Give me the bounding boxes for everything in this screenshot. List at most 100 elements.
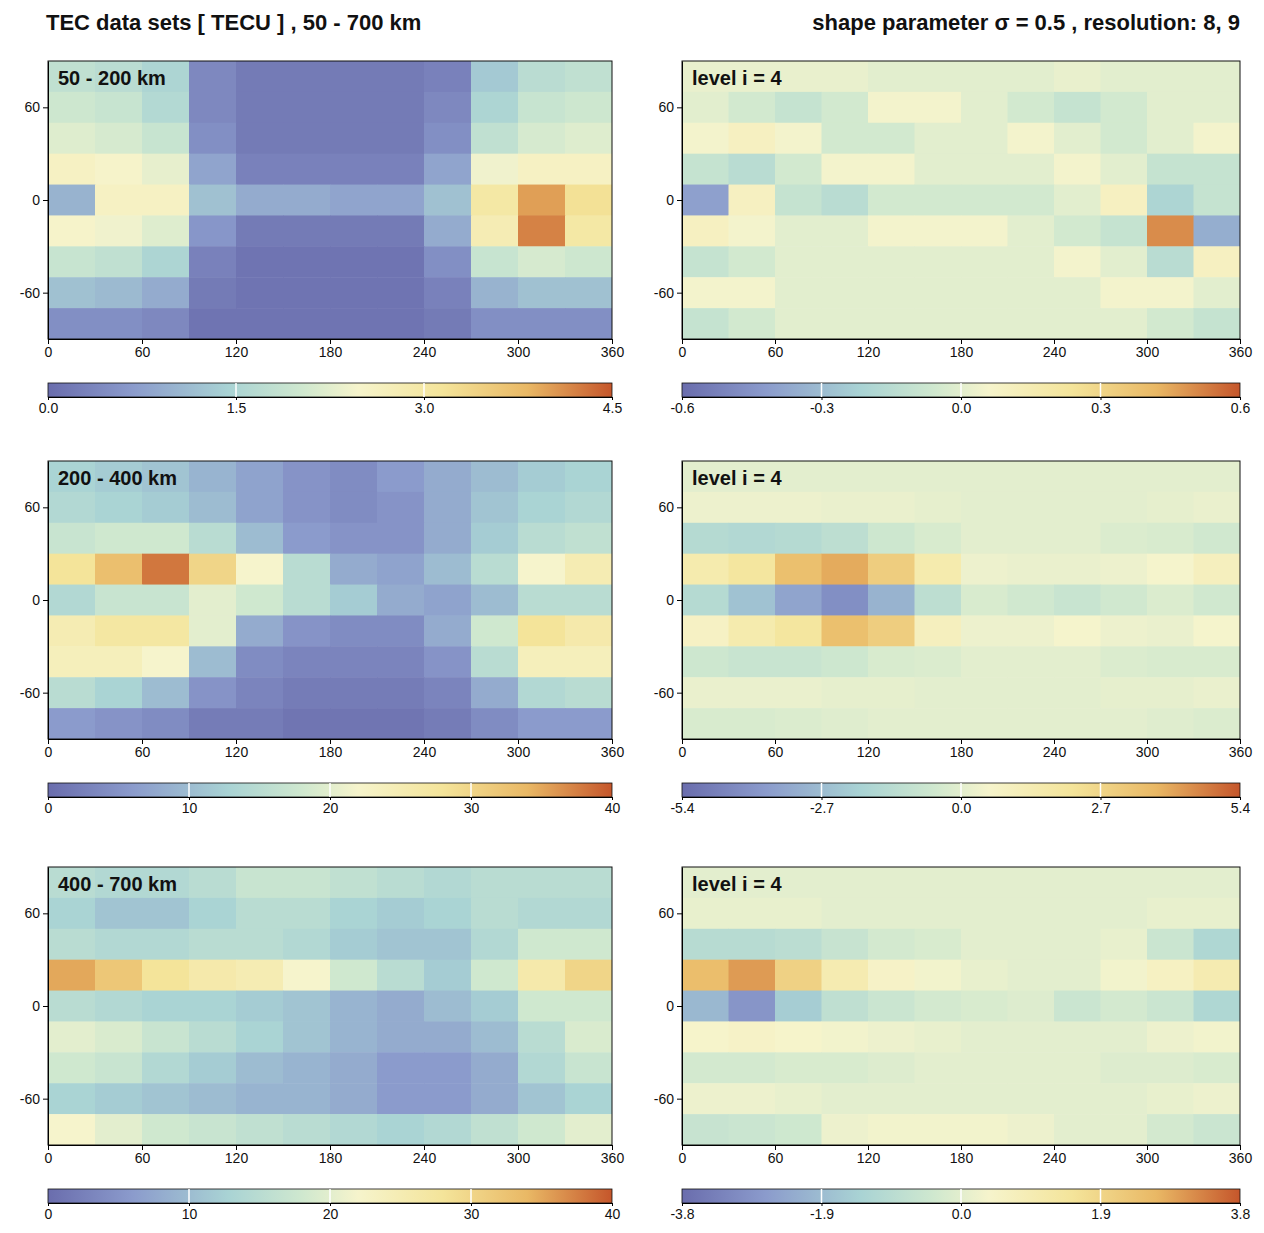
heatmap-cell	[189, 92, 237, 123]
y-tick: -60	[654, 285, 682, 301]
heatmap-cell	[424, 615, 472, 646]
heatmap-cell	[961, 123, 1008, 154]
heatmap-cell	[330, 1052, 378, 1083]
heatmap-cell	[1101, 246, 1148, 277]
colorbar-divider	[329, 1189, 331, 1203]
subtitle: shape parameter σ = 0.5 , resolution: 8,…	[812, 10, 1240, 35]
heatmap-cell	[471, 708, 519, 739]
heatmap-cell	[1008, 615, 1055, 646]
heatmap-cell	[1008, 991, 1055, 1022]
heatmap-cell	[1008, 1114, 1055, 1145]
heatmap-cell	[95, 554, 143, 585]
heatmap-cell	[1147, 461, 1194, 492]
heatmap-cell	[961, 554, 1008, 585]
heatmap-cells	[682, 61, 1240, 339]
x-tick: 0	[679, 1145, 687, 1166]
heatmap-cell	[283, 1083, 331, 1114]
heatmap-cell	[471, 615, 519, 646]
heatmap-cell	[565, 1052, 612, 1083]
heatmap-cell	[236, 677, 284, 708]
heatmap-cell	[424, 1021, 472, 1052]
x-tick: 360	[1229, 339, 1253, 360]
heatmap-cell	[729, 1052, 776, 1083]
heatmap-cell	[1008, 929, 1055, 960]
heatmap-cell	[565, 308, 612, 339]
heatmap-cell	[1054, 246, 1101, 277]
heatmap-cell	[518, 646, 566, 677]
heatmap-cell	[1147, 185, 1194, 216]
x-tick-label: 360	[1229, 744, 1253, 760]
heatmap-cell	[424, 1052, 472, 1083]
heatmap-cell	[1147, 708, 1194, 739]
heatmap-cell	[682, 246, 729, 277]
heatmap-cell	[95, 898, 143, 929]
y-tick-mark	[43, 107, 48, 108]
x-axis: 060120180240300360	[679, 739, 1253, 760]
heatmap-cell	[236, 929, 284, 960]
heatmap-cell	[915, 308, 962, 339]
y-tick-label: 60	[24, 499, 40, 515]
heatmap-cell	[424, 708, 472, 739]
x-tick: 300	[1136, 1145, 1160, 1166]
colorbar-tick-label: -1.9	[810, 1206, 834, 1222]
heatmap-cell	[775, 123, 822, 154]
panel-label: 50 - 200 km	[58, 67, 166, 89]
heatmap-cell	[729, 991, 776, 1022]
heatmap-cell	[424, 308, 472, 339]
heatmap-cell	[822, 215, 869, 246]
heatmap-cell	[682, 185, 729, 216]
heatmap-cell	[142, 898, 190, 929]
x-tick: 240	[413, 1145, 437, 1166]
heatmap-cell	[518, 867, 566, 898]
x-tick-label: 0	[679, 1150, 687, 1166]
panel-label: level i = 4	[692, 873, 782, 895]
heatmap-cell	[1147, 523, 1194, 554]
heatmap-cell	[142, 277, 190, 308]
y-tick: 60	[658, 499, 682, 515]
heatmap-cell	[95, 154, 143, 185]
y-tick: 0	[666, 998, 682, 1014]
heatmap-cell	[518, 708, 566, 739]
x-tick-label: 0	[679, 344, 687, 360]
heatmap-cell	[518, 898, 566, 929]
heatmap-cell	[283, 646, 331, 677]
heatmap-cell	[961, 960, 1008, 991]
heatmap-cell	[565, 554, 612, 585]
heatmap-cell	[189, 867, 237, 898]
heatmap-cell	[48, 1021, 96, 1052]
heatmap-cell	[48, 154, 96, 185]
x-tick-label: 120	[225, 744, 249, 760]
heatmap-cell	[1147, 246, 1194, 277]
heatmap-cell	[565, 461, 612, 492]
colorbar-axis: 0.01.53.04.5	[39, 397, 623, 416]
heatmap-cell	[48, 960, 96, 991]
heatmap-cell	[95, 523, 143, 554]
heatmap-cell	[682, 492, 729, 523]
panel-label: level i = 4	[692, 467, 782, 489]
heatmap-cell	[775, 867, 822, 898]
heatmap-cell	[283, 867, 331, 898]
x-tick: 60	[768, 1145, 784, 1166]
heatmap-cell	[915, 929, 962, 960]
x-tick-label: 180	[950, 1150, 974, 1166]
y-tick: 60	[24, 99, 48, 115]
heatmap-cell	[729, 92, 776, 123]
heatmap-cell	[1194, 215, 1241, 246]
heatmap-cell	[1008, 308, 1055, 339]
colorbar	[48, 383, 612, 397]
heatmap-cell	[729, 492, 776, 523]
heatmap-cell	[1147, 646, 1194, 677]
heatmap-cell	[915, 677, 962, 708]
heatmap-cell	[95, 585, 143, 616]
y-axis: -60060	[20, 462, 49, 740]
heatmap-cell	[518, 123, 566, 154]
heatmap-cell	[1008, 1021, 1055, 1052]
heatmap-cell	[95, 492, 143, 523]
x-tick-label: 360	[601, 744, 625, 760]
heatmap-cell	[283, 215, 331, 246]
heatmap-cell	[236, 61, 284, 92]
y-tick: -60	[20, 1091, 48, 1107]
colorbar-tick-label: -0.3	[810, 400, 834, 416]
heatmap-cell	[518, 461, 566, 492]
heatmap-cell	[377, 92, 425, 123]
